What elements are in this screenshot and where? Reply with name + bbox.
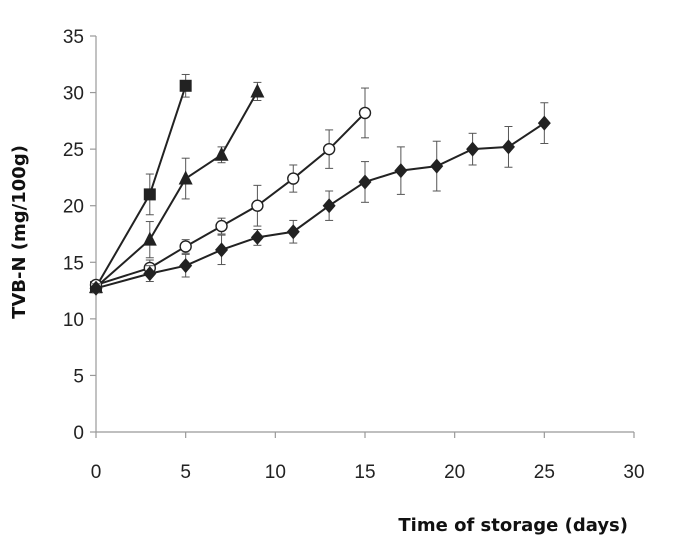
series-line — [95, 90, 259, 288]
y-tick-label: 5 — [73, 366, 84, 387]
triangle-marker — [250, 83, 265, 98]
open-circle-marker — [251, 199, 264, 212]
triangle-marker — [214, 146, 229, 161]
y-axis-title: TVB-N (mg/100g) — [9, 145, 30, 319]
x-tick-label: 5 — [180, 462, 191, 483]
x-tick-label: 20 — [444, 462, 465, 483]
diamond-marker — [430, 158, 444, 174]
y-tick-label: 30 — [63, 84, 84, 105]
diamond-marker — [394, 163, 408, 179]
diamond-marker — [89, 280, 103, 296]
triangle-marker — [178, 170, 193, 185]
series-circle-open — [89, 87, 372, 292]
diamond-marker — [250, 229, 264, 245]
series-line — [95, 112, 366, 286]
x-tick-label: 0 — [91, 462, 102, 483]
series-square — [90, 73, 192, 294]
diamond-marker — [466, 141, 480, 157]
chart-axes: 0 5 10 15 20 25 30 35 0 5 10 15 20 25 30 — [63, 27, 645, 483]
chart-plot-area — [89, 73, 551, 296]
x-tick-label: 30 — [623, 462, 644, 483]
x-tick-label: 10 — [265, 462, 286, 483]
x-tick-label: 15 — [354, 462, 375, 483]
y-tick-label: 15 — [63, 253, 84, 274]
y-tick-label: 20 — [63, 197, 84, 218]
diamond-marker — [286, 224, 300, 240]
open-circle-marker — [322, 142, 336, 156]
square-marker — [143, 188, 156, 201]
open-circle-marker — [287, 172, 300, 185]
square-marker — [179, 79, 192, 92]
series-diamond — [89, 102, 551, 296]
triangle-marker — [142, 231, 157, 246]
y-tick-label: 10 — [63, 310, 84, 331]
series-line — [95, 85, 187, 288]
open-circle-marker — [179, 240, 192, 253]
y-tick-label: 0 — [73, 423, 84, 444]
x-axis-title: Time of storage (days) — [398, 515, 628, 536]
open-circle-marker — [215, 219, 228, 233]
y-tick-label: 25 — [63, 140, 84, 161]
y-tick-label: 35 — [63, 27, 84, 48]
diamond-marker — [501, 139, 515, 155]
x-tick-label: 25 — [534, 462, 555, 483]
diamond-marker — [358, 174, 372, 190]
diamond-marker — [215, 242, 229, 258]
diamond-marker — [143, 266, 157, 282]
open-circle-marker — [358, 106, 372, 120]
diamond-marker — [179, 258, 193, 274]
diamond-marker — [537, 115, 551, 131]
diamond-marker — [322, 198, 336, 214]
